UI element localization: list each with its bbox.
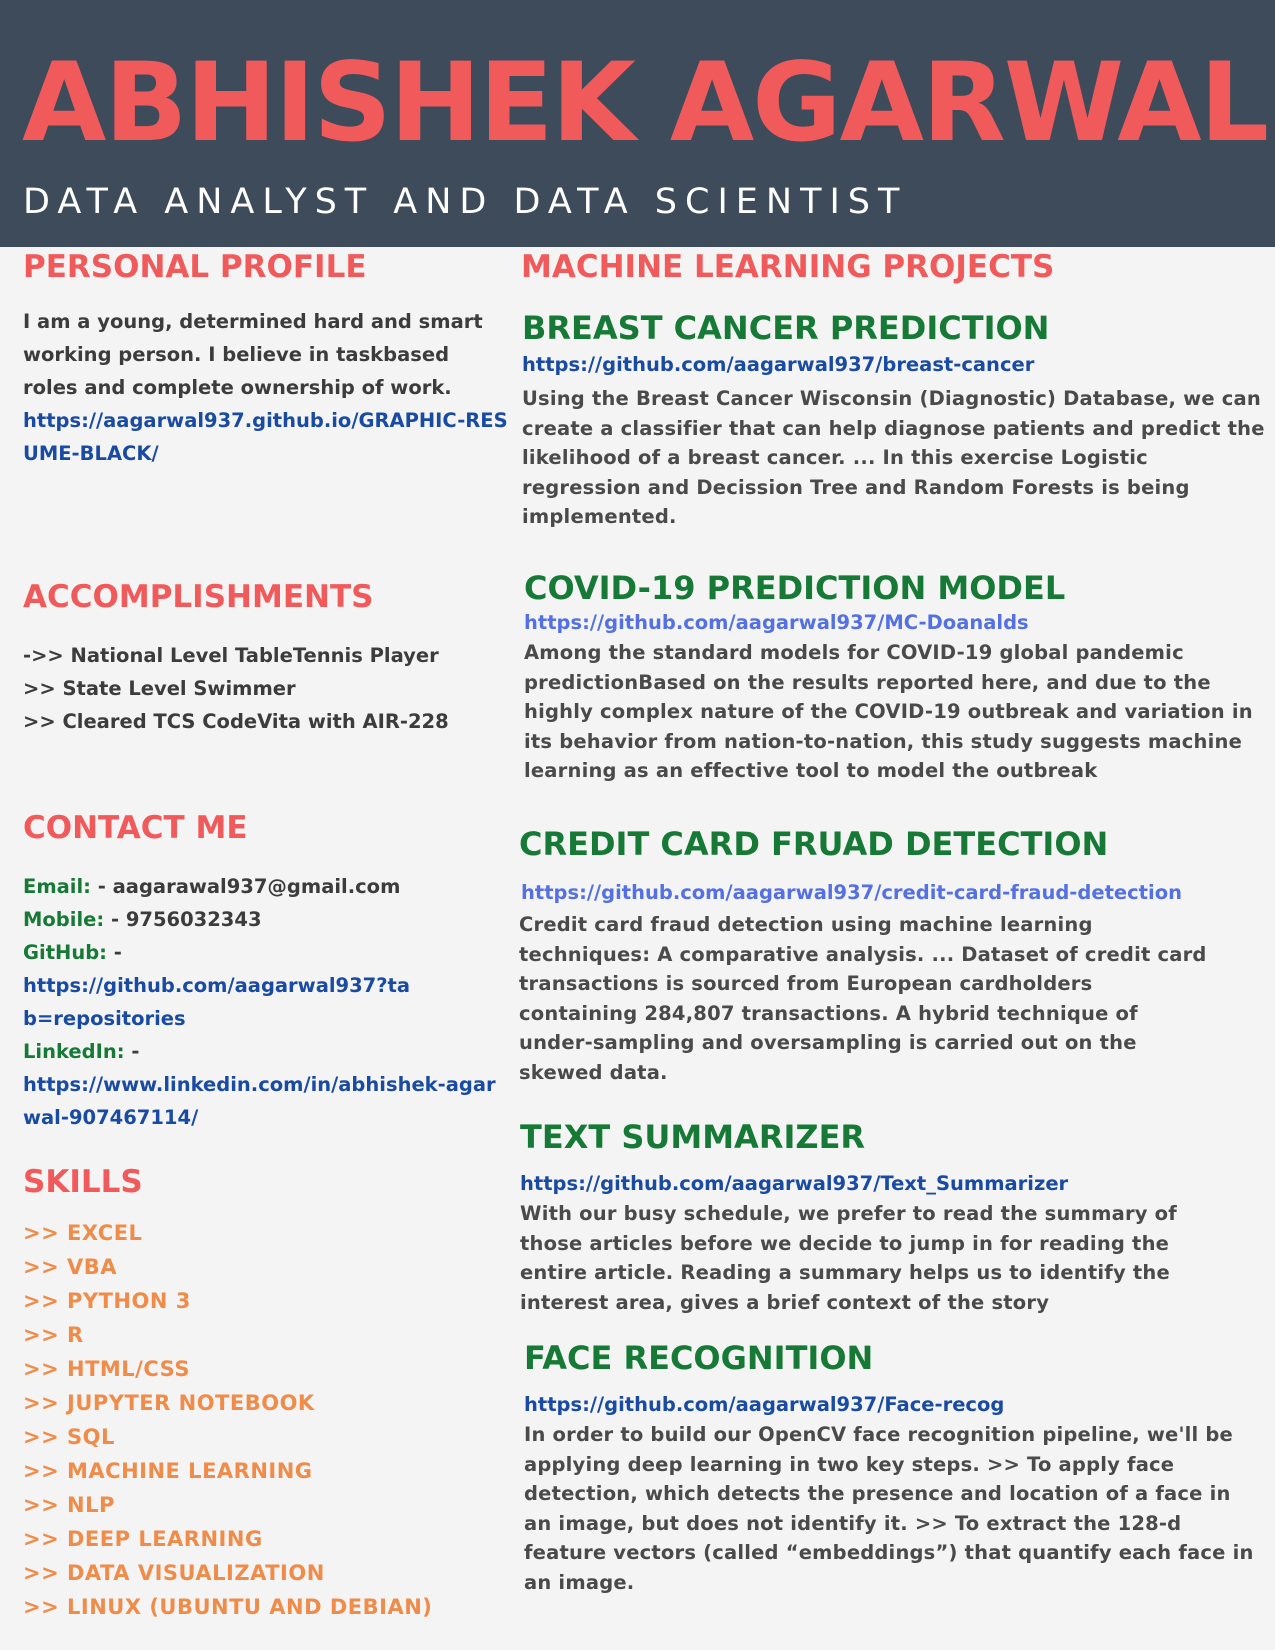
linkedin-label: LinkedIn: — [23, 1040, 125, 1063]
project-description: Among the standard models for COVID-19 g… — [524, 641, 1253, 782]
project-title: CREDIT CARD FRUAD DETECTION — [519, 825, 1109, 863]
project-description: With our busy schedule, we prefer to rea… — [520, 1202, 1177, 1314]
contact-mobile: Mobile: - 9756032343 — [23, 903, 508, 936]
github-label: GitHub: — [23, 941, 107, 964]
project-link[interactable]: https://github.com/aagarwal937/breast-ca… — [522, 353, 1035, 376]
project-link[interactable]: https://github.com/aagarwal937/MC-Doanal… — [524, 611, 1029, 634]
project-link[interactable]: https://github.com/aagarwal937/Face-reco… — [524, 1393, 1005, 1416]
personal-profile-section: PERSONAL PROFILE I am a young, determine… — [23, 247, 508, 470]
skill-item: >> JUPYTER NOTEBOOK — [23, 1391, 315, 1415]
email-label: Email: — [23, 875, 91, 898]
personal-profile-heading: PERSONAL PROFILE — [23, 249, 367, 285]
contact-email: Email: - aagarawal937@gmail.com — [23, 870, 508, 903]
portfolio-link[interactable]: https://aagarwal937.github.io/GRAPHIC-RE… — [23, 409, 508, 465]
github-link[interactable]: https://github.com/aagarwal937?tab=repos… — [23, 974, 411, 1030]
contact-heading: CONTACT ME — [23, 810, 248, 846]
skill-item: >> HTML/CSS — [23, 1357, 190, 1381]
skill-item: >> SQL — [23, 1425, 115, 1449]
linkedin-link[interactable]: https://www.linkedin.com/in/abhishek-aga… — [23, 1073, 496, 1129]
mobile-value[interactable]: - 9756032343 — [104, 908, 262, 931]
mobile-label: Mobile: — [23, 908, 105, 931]
accomplishments-section: ACCOMPLISHMENTS ->> National Level Table… — [23, 577, 508, 738]
contact-github: GitHub: - — [23, 936, 508, 969]
github-separator: - — [106, 941, 122, 964]
project-link[interactable]: https://github.com/aagarwal937/credit-ca… — [521, 881, 1182, 904]
project-title: FACE RECOGNITION — [524, 1339, 874, 1377]
project-link[interactable]: https://github.com/aagarwal937/Text_Summ… — [520, 1172, 1069, 1195]
email-value[interactable]: - aagarawal937@gmail.com — [90, 875, 401, 898]
project-card: BREAST CANCER PREDICTION https://github.… — [522, 308, 1267, 532]
project-title: TEXT SUMMARIZER — [520, 1118, 866, 1156]
project-card: TEXT SUMMARIZER https://github.com/aagar… — [520, 1117, 1260, 1317]
skill-item: >> VBA — [23, 1255, 118, 1279]
linkedin-separator: - — [124, 1040, 140, 1063]
ml-projects-heading: MACHINE LEARNING PROJECTS — [521, 249, 1055, 285]
project-description: In order to build our OpenCV face recogn… — [524, 1423, 1254, 1594]
personal-profile-text: I am a young, determined hard and smart … — [23, 310, 483, 399]
skills-heading: SKILLS — [23, 1164, 143, 1200]
project-description: Using the Breast Cancer Wisconsin (Diagn… — [522, 387, 1265, 528]
header-banner: ABHISHEK AGARWAL DATA ANALYST AND DATA S… — [0, 0, 1275, 247]
skill-item: >> MACHINE LEARNING — [23, 1459, 313, 1483]
accomplishment-item: >> State Level Swimmer — [23, 677, 296, 700]
candidate-title: DATA ANALYST AND DATA SCIENTIST — [23, 182, 908, 222]
accomplishments-heading: ACCOMPLISHMENTS — [23, 579, 374, 615]
project-title: COVID-19 PREDICTION MODEL — [524, 569, 1066, 607]
skill-item: >> DEEP LEARNING — [23, 1527, 263, 1551]
skill-item: >> LINUX (UBUNTU AND DEBIAN) — [23, 1595, 433, 1619]
skill-item: >> PYTHON 3 — [23, 1289, 191, 1313]
skill-item: >> EXCEL — [23, 1221, 143, 1245]
project-card: COVID-19 PREDICTION MODEL https://github… — [524, 568, 1269, 786]
skills-section: SKILLS >> EXCEL >> VBA >> PYTHON 3 >> R … — [23, 1162, 508, 1624]
project-card: CREDIT CARD FRUAD DETECTION https://gith… — [519, 824, 1269, 1087]
skill-item: >> R — [23, 1323, 84, 1347]
contact-section: CONTACT ME Email: - aagarawal937@gmail.c… — [23, 808, 508, 1134]
project-description: Credit card fraud detection using machin… — [519, 913, 1207, 1084]
accomplishment-item: >> Cleared TCS CodeVita with AIR-228 — [23, 710, 449, 733]
candidate-name: ABHISHEK AGARWAL — [22, 39, 1269, 166]
skill-item: >> DATA VISUALIZATION — [23, 1561, 325, 1585]
project-title: BREAST CANCER PREDICTION — [522, 309, 1050, 347]
skill-item: >> NLP — [23, 1493, 115, 1517]
accomplishment-item: ->> National Level TableTennis Player — [23, 644, 439, 667]
project-card: FACE RECOGNITION https://github.com/aaga… — [524, 1338, 1264, 1597]
contact-linkedin: LinkedIn: - — [23, 1035, 508, 1068]
